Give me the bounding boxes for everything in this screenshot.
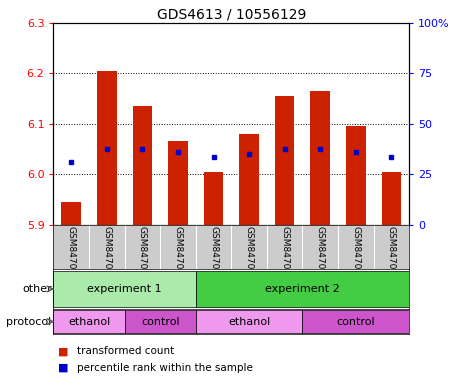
Text: GSM847033: GSM847033 [387,226,396,281]
Text: control: control [141,316,179,327]
Text: ■: ■ [58,346,69,356]
Bar [196,310,303,333]
Text: ethanol: ethanol [68,316,110,327]
Bar [382,172,401,225]
Title: GDS4613 / 10556129: GDS4613 / 10556129 [157,8,306,22]
Text: ■: ■ [58,363,69,373]
Text: protocol: protocol [7,316,52,327]
Bar [97,71,117,225]
Text: GSM847029: GSM847029 [316,226,325,281]
Bar [204,172,223,225]
Bar [125,310,196,333]
Bar [53,271,196,307]
Text: experiment 1: experiment 1 [87,284,162,294]
Bar [196,271,409,307]
Text: other: other [22,284,52,294]
Text: GSM847024: GSM847024 [67,226,76,281]
Text: ethanol: ethanol [228,316,270,327]
Text: GSM847030: GSM847030 [245,226,253,281]
Bar [239,134,259,225]
Text: GSM847027: GSM847027 [173,226,182,281]
Bar [303,310,409,333]
Bar [275,96,294,225]
Text: GSM847031: GSM847031 [352,226,360,281]
Bar [346,126,365,225]
Text: GSM847032: GSM847032 [280,226,289,281]
Bar [61,202,81,225]
Text: GSM847028: GSM847028 [209,226,218,281]
Bar [133,106,152,225]
Bar [168,141,188,225]
Text: GSM847026: GSM847026 [138,226,147,281]
Text: GSM847025: GSM847025 [102,226,111,281]
Text: control: control [337,316,375,327]
Text: experiment 2: experiment 2 [265,284,340,294]
Text: transformed count: transformed count [77,346,174,356]
Bar [53,310,125,333]
Text: percentile rank within the sample: percentile rank within the sample [77,363,252,373]
Bar [311,91,330,225]
